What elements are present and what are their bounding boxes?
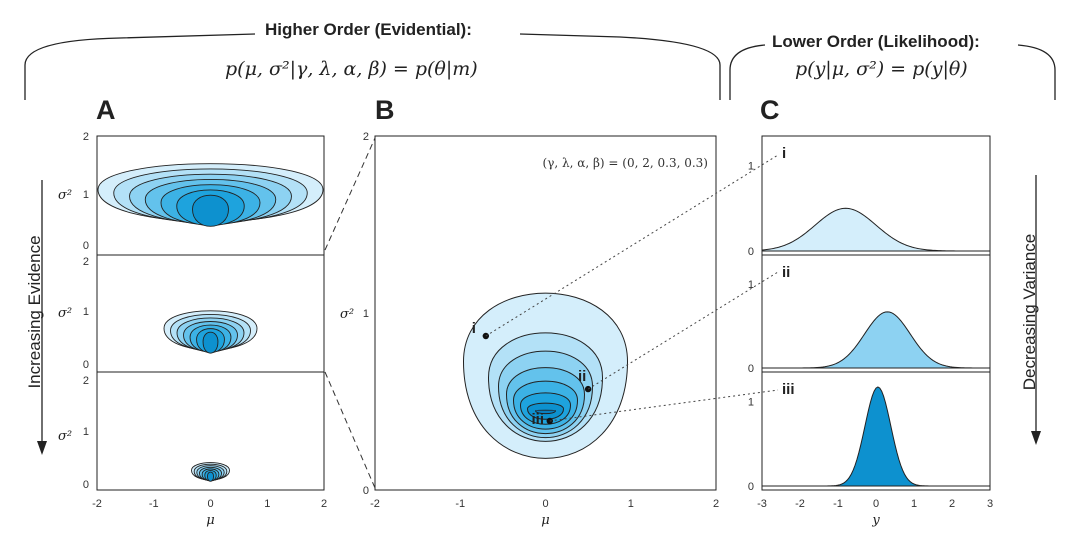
- panel-c-letter: C: [760, 95, 780, 125]
- panel-b-letter: B: [375, 95, 395, 125]
- panel-a-xtick: 0: [207, 498, 213, 510]
- panel-b-xtick: 1: [628, 498, 634, 510]
- panel-b-xtick: 2: [713, 498, 719, 510]
- panel-b-ytick: 2: [363, 131, 369, 143]
- panel-a-xtick: -1: [149, 498, 159, 510]
- evidence-arrow-head: [37, 441, 47, 455]
- higher-order-title: Higher Order (Evidential):: [259, 20, 478, 40]
- panel-c-ytick: 0: [748, 481, 754, 493]
- likelihood-curve-ii: [762, 311, 990, 369]
- likelihood-curve-i: [761, 207, 990, 252]
- lower-order-title: Lower Order (Likelihood):: [766, 32, 986, 52]
- panel-c-label-iii: iii: [782, 381, 795, 398]
- lower-brace-left: [729, 44, 766, 100]
- connector-i: [485, 154, 779, 337]
- panel-a-sigma2-label: σ²: [58, 306, 72, 321]
- zoom-line-bottom: [324, 371, 376, 489]
- panel-c-ytick: 1: [748, 279, 754, 291]
- panel-c-ytick: 1: [748, 161, 754, 173]
- panel-c-y-label: y: [871, 513, 880, 528]
- higher-order-equation: p(μ, σ²|γ, λ, α, β) = p(θ|m): [225, 58, 478, 80]
- panel-c-xtick: 2: [949, 498, 955, 510]
- point-iii-label: iii: [532, 411, 545, 428]
- panel-c-xtick: -1: [833, 498, 843, 510]
- panel-a-ytick: 1: [83, 306, 89, 318]
- panel-c-label-i: i: [782, 145, 786, 162]
- panel-a-sigma2-label: σ²: [58, 429, 72, 444]
- connector-iii: [549, 389, 779, 422]
- panel-b-mu-label: μ: [541, 513, 549, 528]
- panel-b-params: (γ, λ, α, β) = (0, 2, 0.3, 0.3): [543, 156, 708, 170]
- panel-c-xtick: 3: [987, 498, 993, 510]
- panel-b-xtick: -1: [455, 498, 465, 510]
- point-ii-label: ii: [578, 368, 586, 385]
- zoom-line-top: [324, 137, 376, 251]
- panel-b-ytick: 0: [363, 485, 369, 497]
- panel-a-xtick: 1: [264, 498, 270, 510]
- panel-a-ytick: 2: [83, 256, 89, 268]
- panel-c-xtick: -2: [795, 498, 805, 510]
- connector-ii: [587, 271, 779, 390]
- panel-a-ytick: 2: [83, 131, 89, 143]
- panel-a-ytick: 0: [83, 240, 89, 252]
- panel-c-xtick: 1: [911, 498, 917, 510]
- higher-brace-left: [24, 33, 256, 100]
- panel-c-xtick: 0: [873, 498, 879, 510]
- panel-a-ytick: 0: [83, 359, 89, 371]
- panel-a-ytick: 1: [83, 189, 89, 201]
- panel-a-ytick: 0: [83, 479, 89, 491]
- panel-c-label-ii: ii: [782, 264, 790, 281]
- panel-a-ytick: 2: [83, 375, 89, 387]
- panel-a-contour: [202, 331, 219, 354]
- panel-c-ytick: 0: [748, 363, 754, 375]
- increasing-evidence-label: Increasing Evidence: [25, 235, 44, 389]
- panel-b-ytick: 1: [363, 308, 369, 320]
- panel-b-contour: [534, 409, 557, 415]
- decreasing-variance-label: Decreasing Variance: [1020, 233, 1039, 391]
- panel-a-contour: [207, 471, 214, 482]
- panel-c-ytick: 0: [748, 246, 754, 258]
- variance-arrow-head: [1031, 431, 1041, 445]
- panel-a-xtick: -2: [92, 498, 102, 510]
- lower-brace-right: [1017, 44, 1056, 100]
- likelihood-curve-iii: [762, 386, 990, 487]
- panel-a-ytick: 1: [83, 426, 89, 438]
- panel-b-sigma2-label: σ²: [340, 307, 354, 322]
- panel-c-xtick: -3: [757, 498, 767, 510]
- higher-brace-right: [519, 33, 721, 100]
- panel-a-letter: A: [96, 95, 116, 125]
- panel-c-ytick: 1: [748, 396, 754, 408]
- panel-a-mu-label: μ: [206, 513, 214, 528]
- panel-a-sigma2-label: σ²: [58, 188, 72, 203]
- panel-a-xtick: 2: [321, 498, 327, 510]
- panel-b-xtick: 0: [542, 498, 548, 510]
- lower-order-equation: p(y|μ, σ²) = p(y|θ): [795, 58, 968, 80]
- panel-b-xtick: -2: [370, 498, 380, 510]
- point-i-label: i: [472, 320, 476, 337]
- panel-a-contour: [192, 194, 229, 227]
